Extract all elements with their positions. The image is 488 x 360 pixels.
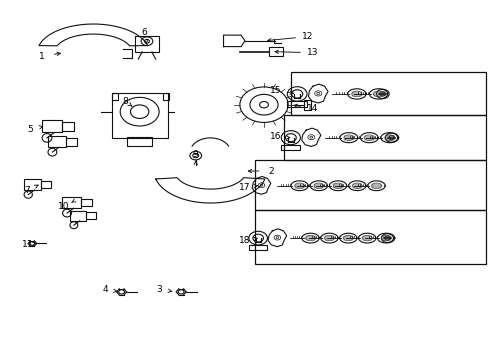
Bar [281,145,300,150]
Bar [23,179,41,190]
Text: 2: 2 [268,167,274,176]
Text: 17: 17 [238,183,250,192]
Text: 4: 4 [102,285,108,294]
Bar [41,120,62,132]
Text: 3: 3 [156,285,162,294]
Text: 15: 15 [270,86,282,95]
Bar [86,212,96,219]
Text: 14: 14 [306,104,318,113]
Text: 10: 10 [58,202,70,211]
Bar [47,136,66,147]
Bar [268,47,282,56]
Bar [111,93,118,100]
Text: 13: 13 [306,48,318,57]
Bar [126,137,152,145]
Text: 9: 9 [192,150,198,159]
Bar [62,197,81,208]
Text: 6: 6 [142,28,147,37]
Text: 16: 16 [270,132,282,141]
Text: 5: 5 [27,125,33,134]
Text: 1: 1 [39,52,45,61]
Bar [41,181,51,188]
Text: 12: 12 [302,32,313,41]
Text: 11: 11 [22,240,33,249]
Bar [255,160,485,211]
Bar [248,245,267,250]
Text: 7: 7 [24,186,30,195]
Bar [66,138,77,145]
Bar [303,100,311,109]
Bar [81,199,91,207]
Bar [283,116,485,160]
Bar [163,93,168,100]
Bar [69,211,86,221]
Bar [135,36,159,52]
Text: 18: 18 [238,237,250,246]
Bar [111,93,167,138]
Bar [287,101,306,107]
Text: 8: 8 [122,96,128,105]
Bar [255,211,485,264]
Bar [62,122,74,131]
Bar [291,72,485,116]
